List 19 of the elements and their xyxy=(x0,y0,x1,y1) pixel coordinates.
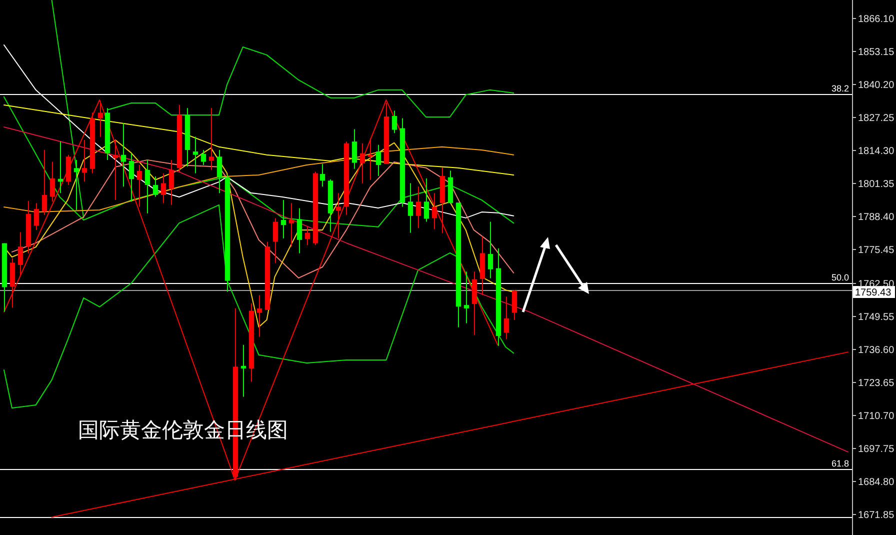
y-tick-label: 1866.10 xyxy=(858,14,895,25)
y-tick-label: 1814.30 xyxy=(858,146,895,157)
y-tick-label: 1736.60 xyxy=(858,345,895,356)
y-tick-label: 1697.75 xyxy=(858,444,895,455)
ref-line-label: 1759.43 xyxy=(855,288,892,298)
annotation: 50.0 xyxy=(831,272,849,282)
y-tick-label: 1788.40 xyxy=(858,212,895,223)
y-tick-label: 1749.55 xyxy=(858,312,895,323)
y-tick-label: 1775.45 xyxy=(858,245,895,256)
y-tick-label: 1840.20 xyxy=(858,80,895,91)
annotation: 61.8 xyxy=(831,458,849,468)
y-tick-label: 1723.65 xyxy=(858,378,895,389)
y-tick-label: 1853.15 xyxy=(858,47,895,58)
y-tick-label: 1684.80 xyxy=(858,477,895,488)
annotation: 38.2 xyxy=(831,84,849,94)
y-tick-label: 1671.85 xyxy=(858,510,895,521)
y-tick-label: 1801.35 xyxy=(858,179,895,190)
y-tick-label: 1710.70 xyxy=(858,411,895,422)
y-tick-label: 1827.25 xyxy=(858,113,895,124)
